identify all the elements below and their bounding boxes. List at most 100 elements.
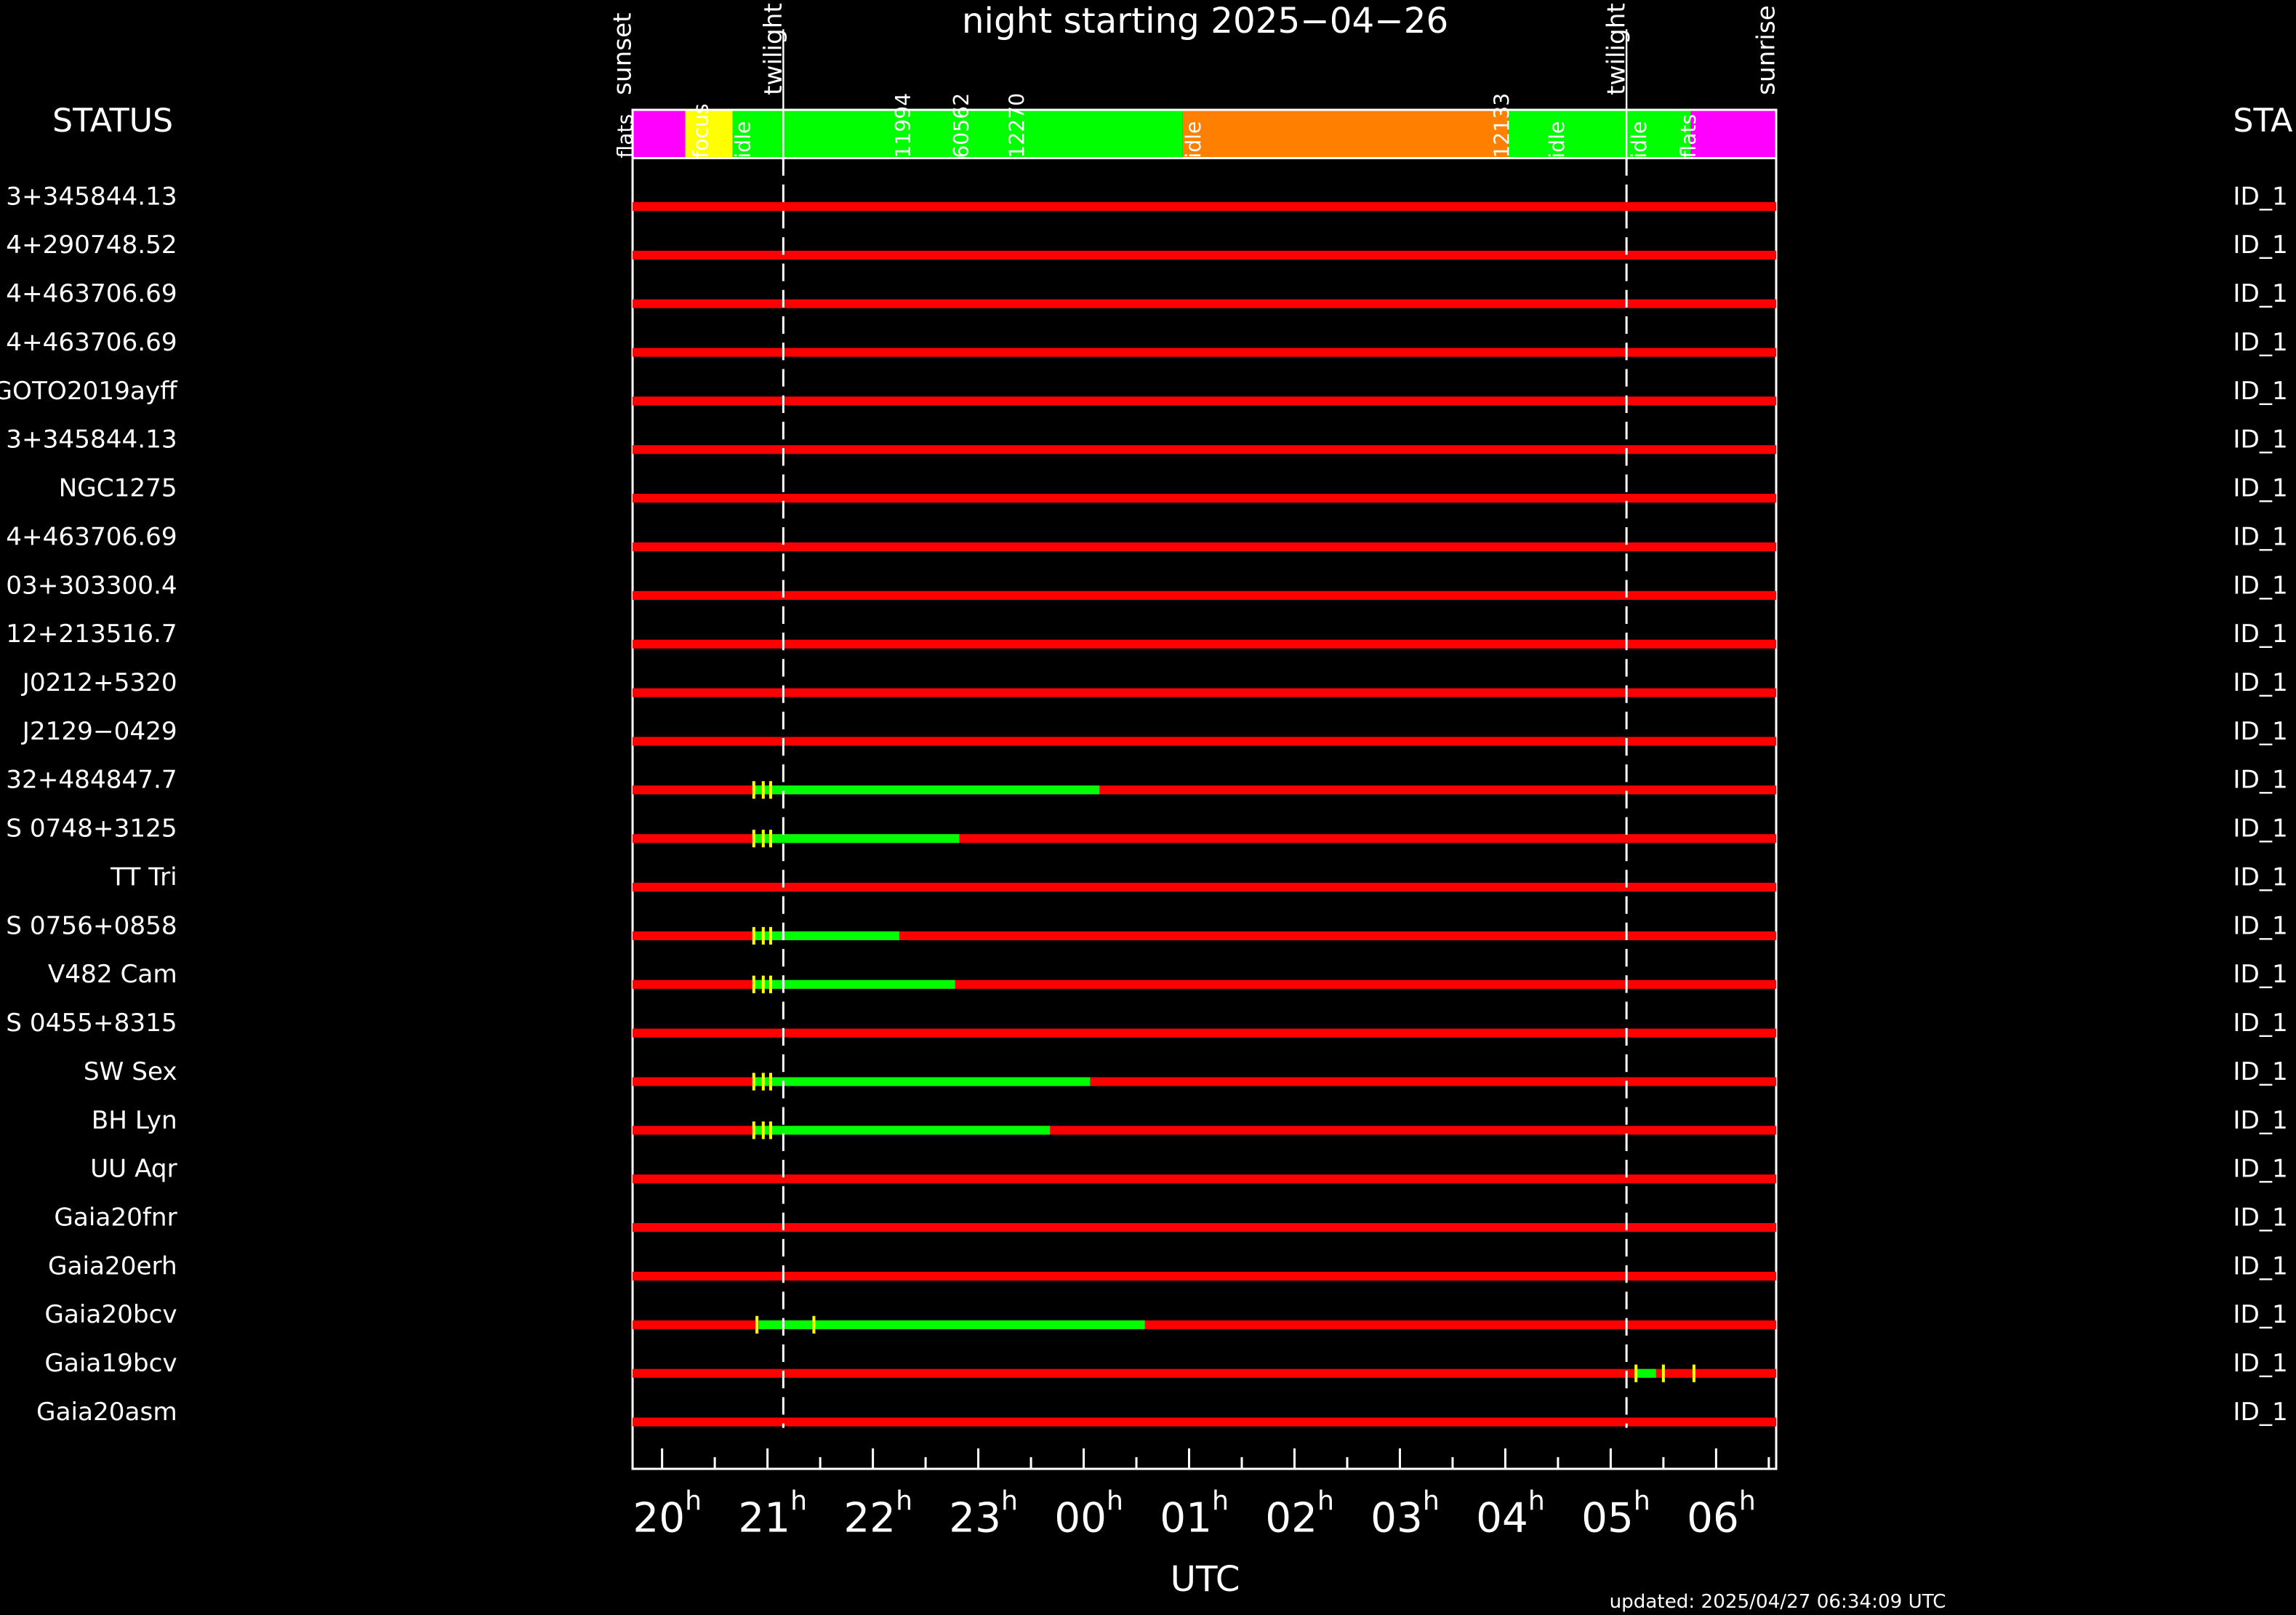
row-right-label: ID_1 [2233, 766, 2287, 795]
observing-window [1636, 1368, 1656, 1378]
schedule-label: idle [1181, 121, 1205, 159]
observing-window [752, 834, 960, 843]
row-bar [633, 1417, 1777, 1427]
x-tick-unit: h [1107, 1485, 1123, 1516]
row-label: 4+463706.69 [6, 328, 177, 357]
x-tick-label: 04h [1476, 1485, 1545, 1542]
row-right-label: ID_1 [2233, 1349, 2287, 1378]
row-right-label: ID_1 [2233, 279, 2287, 308]
x-tick-label: 03h [1370, 1485, 1440, 1542]
x-tick-number: 04 [1476, 1494, 1528, 1542]
row-label: S 0455+8315 [6, 1009, 177, 1038]
row-label: GOTO2019ayff [0, 377, 178, 406]
row-right-label: ID_1 [2233, 1398, 2287, 1427]
right-header: STA [2233, 103, 2292, 140]
x-tick-unit: h [1528, 1485, 1545, 1516]
x-tick-number: 02 [1265, 1494, 1317, 1542]
row-right-label: ID_1 [2233, 1009, 2287, 1038]
observing-window [752, 1126, 1051, 1135]
row-right-label: ID_1 [2233, 1300, 2287, 1329]
observing-window [759, 1320, 1145, 1329]
schedule-label: 12133 [1490, 93, 1514, 159]
row-right-label: ID_1 [2233, 1057, 2287, 1086]
schedule-label: idle [1627, 121, 1651, 159]
row-label: S 0756+0858 [6, 911, 177, 940]
row-right-label: ID_1 [2233, 571, 2287, 600]
row-bar [633, 931, 1777, 940]
x-tick-number: 06 [1687, 1494, 1739, 1542]
row-bar [633, 883, 1777, 892]
row-bar [633, 250, 1777, 260]
schedule-segment [732, 110, 1183, 159]
row-bar [633, 1174, 1777, 1184]
row-label: Gaia20erh [48, 1251, 177, 1281]
x-tick-label: 22h [843, 1485, 912, 1542]
row-right-label: ID_1 [2233, 911, 2287, 940]
row-right-label: ID_1 [2233, 522, 2287, 551]
x-tick-unit: h [1739, 1485, 1756, 1516]
row-label: Gaia20bcv [44, 1300, 177, 1329]
x-tick-label: 01h [1160, 1485, 1229, 1542]
row-label: V482 Cam [48, 960, 177, 989]
observing-window [752, 931, 899, 940]
x-tick-label: 05h [1581, 1485, 1650, 1542]
row-label: 4+463706.69 [6, 522, 177, 551]
row-bar [633, 542, 1777, 552]
row-label: S 0748+3125 [6, 814, 177, 843]
row-right-label: ID_1 [2233, 862, 2287, 891]
row-label: BH Lyn [92, 1106, 177, 1135]
x-tick-number: 05 [1581, 1494, 1634, 1542]
x-tick-unit: h [1634, 1485, 1650, 1516]
row-label: 32+484847.7 [6, 766, 177, 795]
x-tick-label: 23h [949, 1485, 1018, 1542]
observing-window [752, 785, 1100, 795]
row-right-label: ID_1 [2233, 620, 2287, 649]
schedule-label: idle [731, 121, 755, 159]
left-header: STATUS [52, 103, 173, 140]
row-label: SW Sex [84, 1057, 177, 1086]
x-tick-label: 00h [1054, 1485, 1123, 1542]
footnote: updated: 2025/04/27 06:34:09 UTC [1610, 1591, 1946, 1613]
observing-window [752, 1077, 1091, 1086]
row-label: 4+463706.69 [6, 279, 177, 308]
row-right-label: ID_1 [2233, 377, 2287, 406]
row-right-label: ID_1 [2233, 328, 2287, 357]
schedule-label: focus [689, 103, 713, 158]
schedule-segment [633, 110, 686, 159]
row-bar [633, 348, 1777, 357]
row-right-label: ID_1 [2233, 717, 2287, 746]
x-tick-number: 03 [1370, 1494, 1423, 1542]
row-bar [633, 494, 1777, 503]
observing-window [752, 979, 955, 989]
row-label: 3+345844.13 [6, 182, 177, 211]
schedule-label: idle [1545, 121, 1569, 159]
row-bar [633, 1271, 1777, 1281]
x-tick-label: 02h [1265, 1485, 1334, 1542]
x-tick-number: 22 [843, 1494, 896, 1542]
row-label: Gaia19bcv [44, 1349, 177, 1378]
x-tick-label: 21h [738, 1485, 807, 1542]
x-tick-number: 01 [1160, 1494, 1212, 1542]
row-label: 03+303300.4 [6, 571, 177, 600]
row-bar [633, 445, 1777, 454]
event-label: sunrise [1751, 5, 1781, 95]
schedule-segment [685, 110, 733, 159]
row-right-label: ID_1 [2233, 1203, 2287, 1233]
row-bar [633, 737, 1777, 746]
schedule-segment [1690, 110, 1777, 159]
row-label: NGC1275 [59, 474, 177, 503]
row-bar [633, 590, 1777, 600]
row-right-label: ID_1 [2233, 814, 2287, 843]
x-tick-unit: h [1317, 1485, 1334, 1516]
x-tick-unit: h [1001, 1485, 1018, 1516]
row-bar [633, 688, 1777, 697]
row-right-label: ID_1 [2233, 960, 2287, 989]
row-label: Gaia20fnr [54, 1203, 177, 1233]
row-label: J2129−0429 [21, 717, 177, 746]
row-bar [633, 299, 1777, 308]
row-right-label: ID_1 [2233, 1155, 2287, 1184]
row-bar [633, 639, 1777, 649]
row-right-label: ID_1 [2233, 182, 2287, 211]
